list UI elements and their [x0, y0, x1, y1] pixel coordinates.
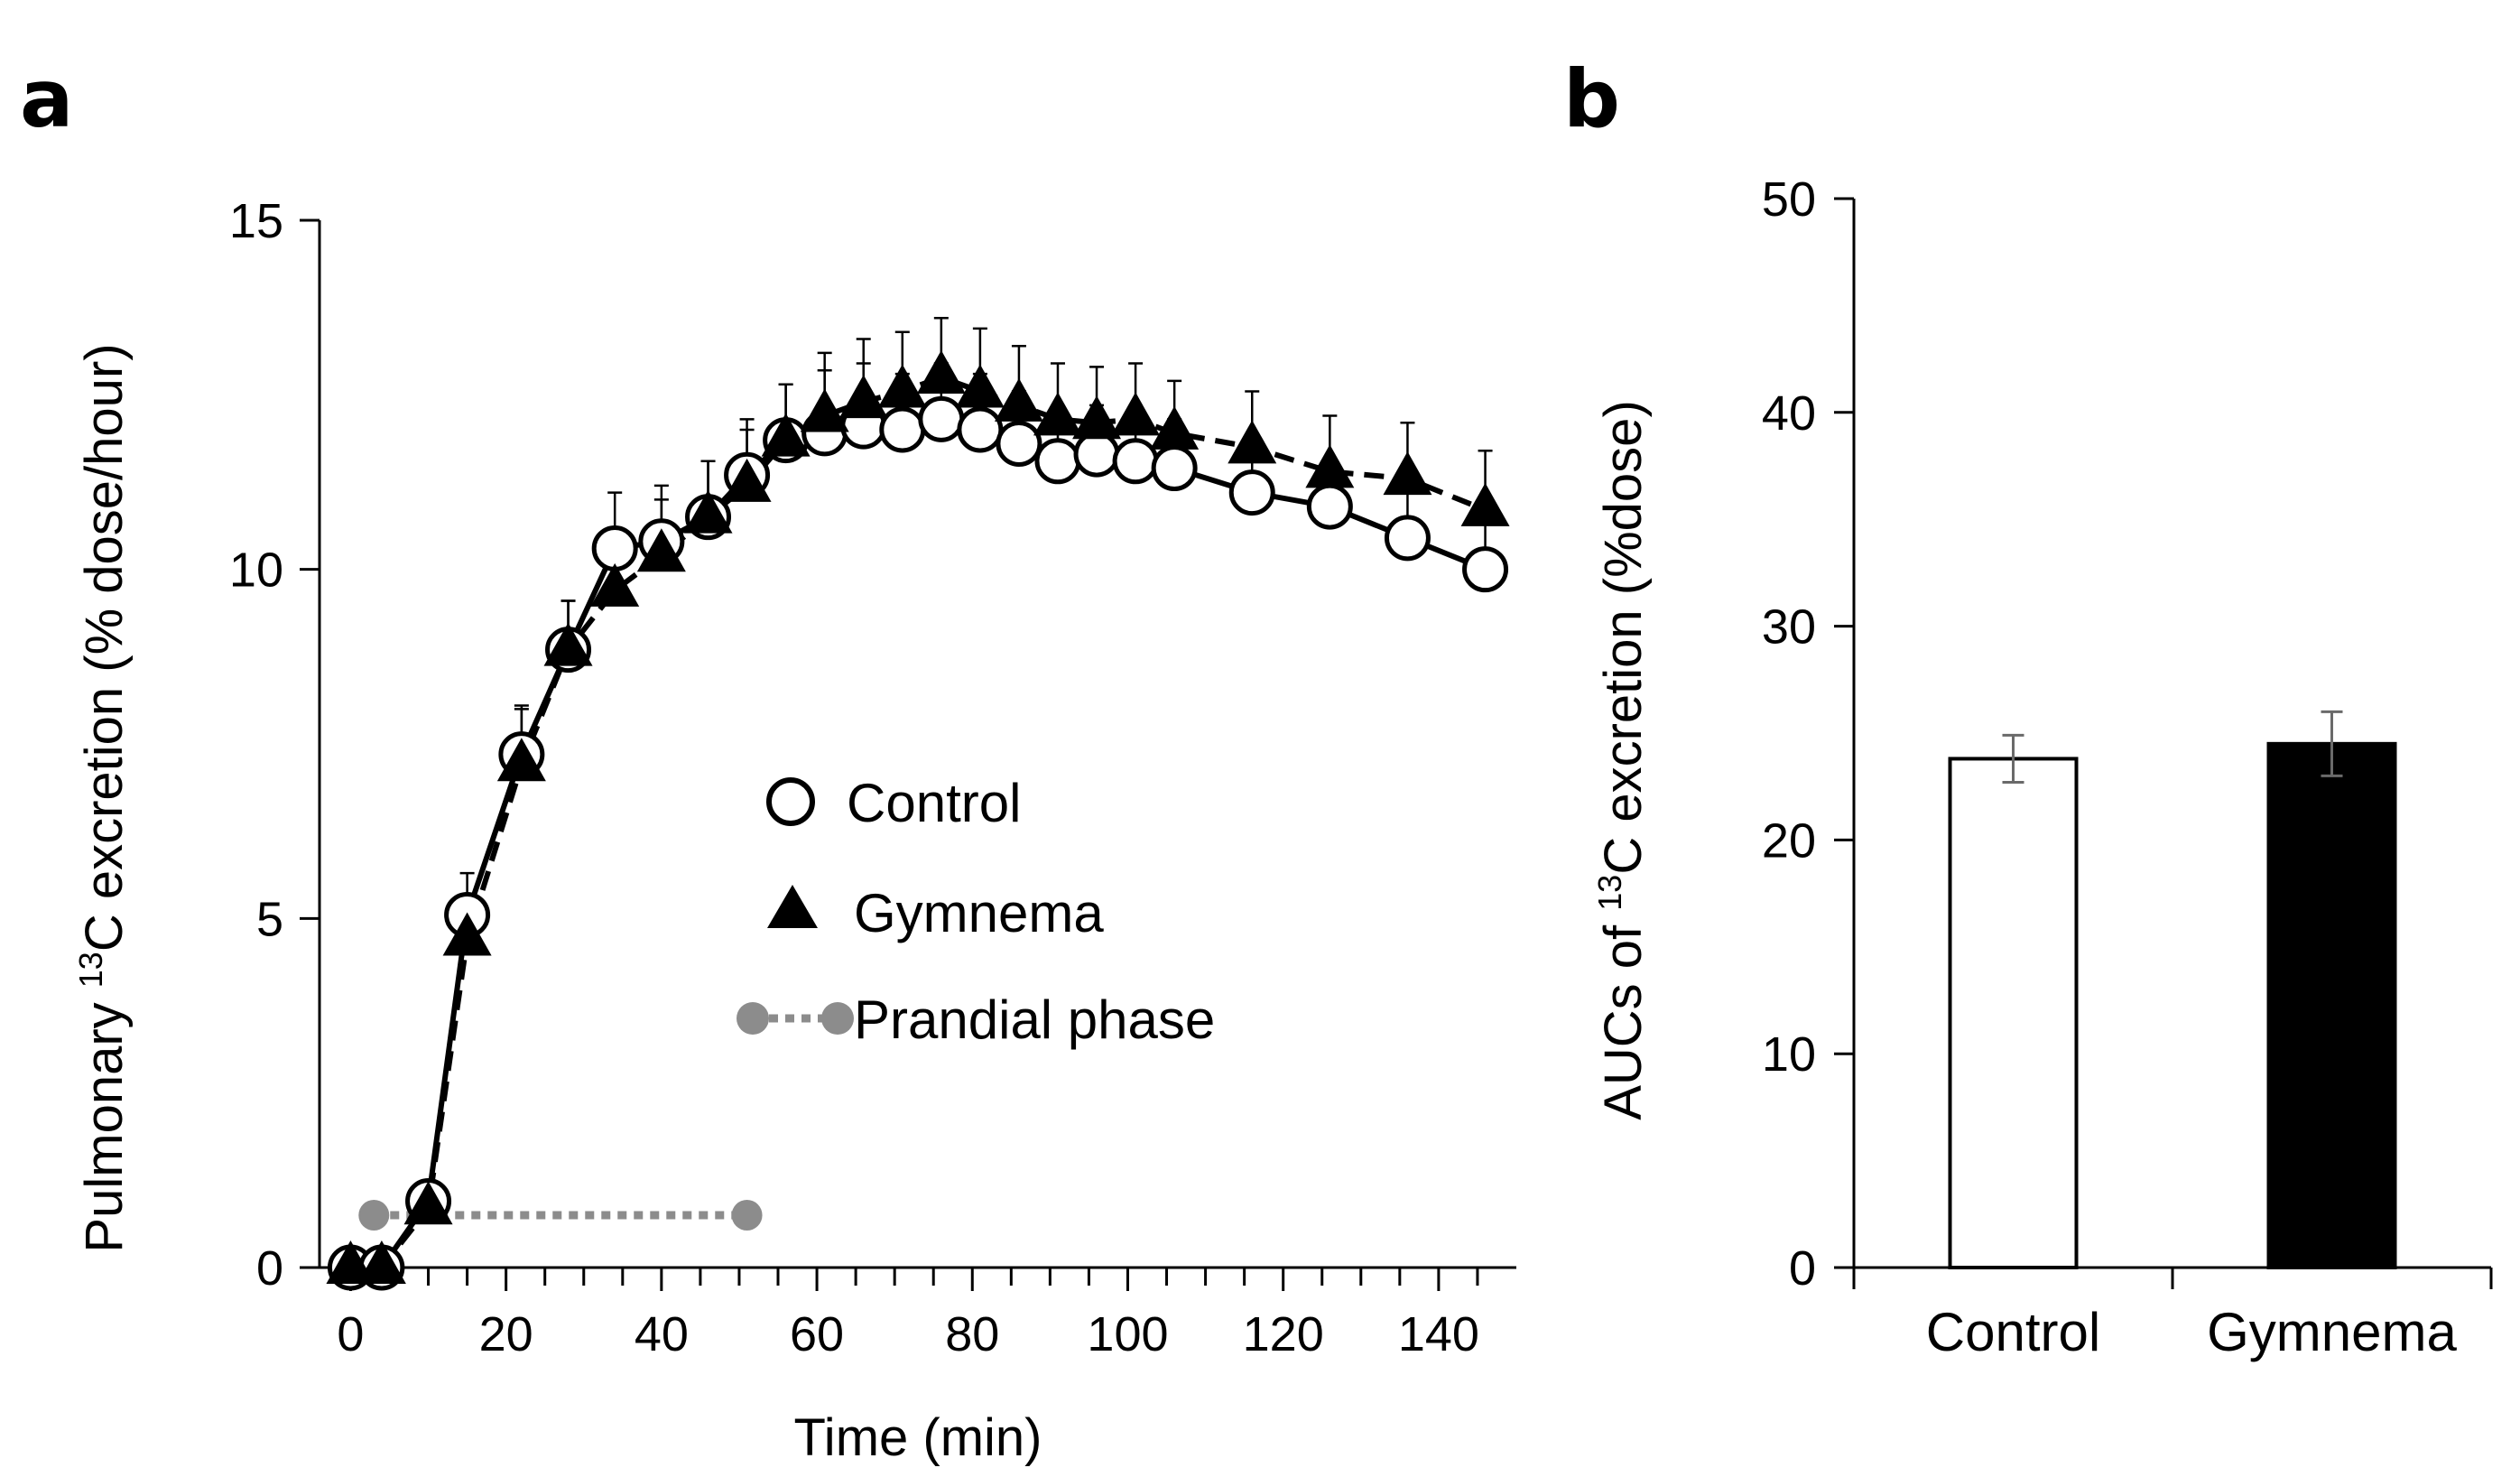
bar-gymnema: [2266, 741, 2397, 1269]
point-gymnema: [1072, 395, 1122, 440]
point-control: [1384, 515, 1431, 562]
b-y-tick-label: 0: [1789, 1241, 1816, 1296]
bar-control: [1948, 757, 2079, 1269]
y-tick-label: 5: [256, 892, 283, 946]
b-y-tick-label: 50: [1762, 172, 1816, 227]
point-control: [1462, 546, 1509, 593]
legend-prandial-dot-right: [821, 1002, 854, 1035]
point-gymnema: [1150, 405, 1200, 450]
prandial-phase-bar: [358, 1200, 763, 1231]
panel-a-axes: 0 5 10 15 0 20 40 60 80 100 120 140 Time (min) Pulmon…: [72, 194, 1516, 1467]
b-y-tick-label: 40: [1762, 386, 1816, 441]
point-gymnema: [877, 364, 927, 408]
point-gymnema: [1111, 392, 1161, 436]
x-tick-label: 100: [1087, 1307, 1168, 1361]
panel-label-a: a: [20, 52, 73, 145]
category-label-gymnema: Gymnema: [2207, 1302, 2457, 1362]
point-control: [918, 395, 965, 442]
x-axis-title: Time (min): [794, 1408, 1042, 1467]
legend-prandial-label: Prandial phase: [854, 989, 1215, 1050]
y-tick-label: 10: [229, 543, 283, 598]
point-gymnema: [1228, 420, 1277, 464]
point-control: [591, 525, 638, 571]
prandial-end-dot: [731, 1200, 763, 1231]
b-y-tick-label: 10: [1762, 1027, 1816, 1082]
point-control: [1151, 445, 1198, 492]
x-tick-label: 20: [479, 1307, 533, 1361]
point-control: [1306, 483, 1353, 530]
legend-control-marker: [766, 777, 815, 826]
point-gymnema: [357, 1240, 406, 1284]
x-tick-label: 40: [635, 1307, 689, 1361]
point-control: [957, 406, 1004, 453]
point-gymnema: [636, 528, 686, 572]
panel-label-b: b: [1563, 52, 1620, 145]
y-tick-label: 15: [229, 194, 283, 248]
legend-prandial-dot-left: [737, 1002, 769, 1035]
point-gymnema: [1033, 392, 1082, 436]
point-gymnema: [326, 1240, 375, 1284]
y-axis-title: Pulmonary 13C excretion (% dose/hour): [72, 343, 134, 1252]
category-label-control: Control: [1926, 1302, 2100, 1362]
point-gymnema: [590, 562, 640, 607]
point-gymnema: [916, 350, 966, 394]
point-control: [1228, 469, 1275, 516]
point-gymnema: [683, 489, 733, 534]
point-gymnema: [994, 377, 1043, 422]
series-line-control: [350, 416, 1487, 1270]
point-gymnema: [403, 1181, 453, 1225]
panel-b-axes: 0 10 20 30 40 50 AUCs of 13C excretion (%dose): [1591, 172, 2493, 1296]
panel-a-legend: Control Gymnema Prandial phase: [737, 773, 1215, 1050]
b-y-axis-title: AUCs of 13C excretion (%dose): [1591, 400, 1653, 1120]
x-tick-label: 80: [945, 1307, 999, 1361]
x-tick-label: 60: [790, 1307, 844, 1361]
point-gymnema: [1383, 451, 1432, 496]
point-gymnema: [442, 912, 492, 956]
point-gymnema: [722, 458, 772, 502]
point-gymnema: [1460, 482, 1510, 526]
point-control: [1112, 438, 1159, 485]
point-gymnema: [800, 388, 849, 432]
point-control: [996, 420, 1042, 467]
b-y-tick-label: 20: [1762, 813, 1816, 868]
legend-control-label: Control: [847, 773, 1021, 833]
b-y-tick-label: 30: [1762, 600, 1816, 655]
legend-gymnema-marker: [767, 885, 818, 928]
point-gymnema: [1305, 444, 1355, 488]
x-tick-label: 120: [1243, 1307, 1324, 1361]
prandial-start-dot: [358, 1200, 390, 1231]
panel-a-markers: [326, 350, 1510, 1291]
panel-b-bars: Control Gymnema: [1926, 710, 2457, 1362]
legend-gymnema-label: Gymnema: [854, 883, 1104, 943]
y-tick-label: 0: [256, 1241, 283, 1296]
panel-a: a 0 5 10 15 0 20 40 60 80 100 120 140 Time (min) Pulm…: [20, 52, 1516, 1467]
panel-b: b 0 10 20 30 40 50 AUCs of 13C excretion (%dos…: [1563, 52, 2493, 1362]
point-gymnema: [838, 375, 888, 419]
point-control: [1073, 431, 1120, 478]
x-tick-label: 0: [337, 1307, 364, 1361]
point-gymnema: [955, 364, 1005, 408]
point-gymnema: [761, 413, 811, 457]
point-gymnema: [543, 622, 593, 666]
point-control: [1034, 438, 1081, 485]
x-tick-label: 140: [1398, 1307, 1479, 1361]
point-gymnema: [496, 738, 546, 782]
point-control: [879, 406, 926, 453]
